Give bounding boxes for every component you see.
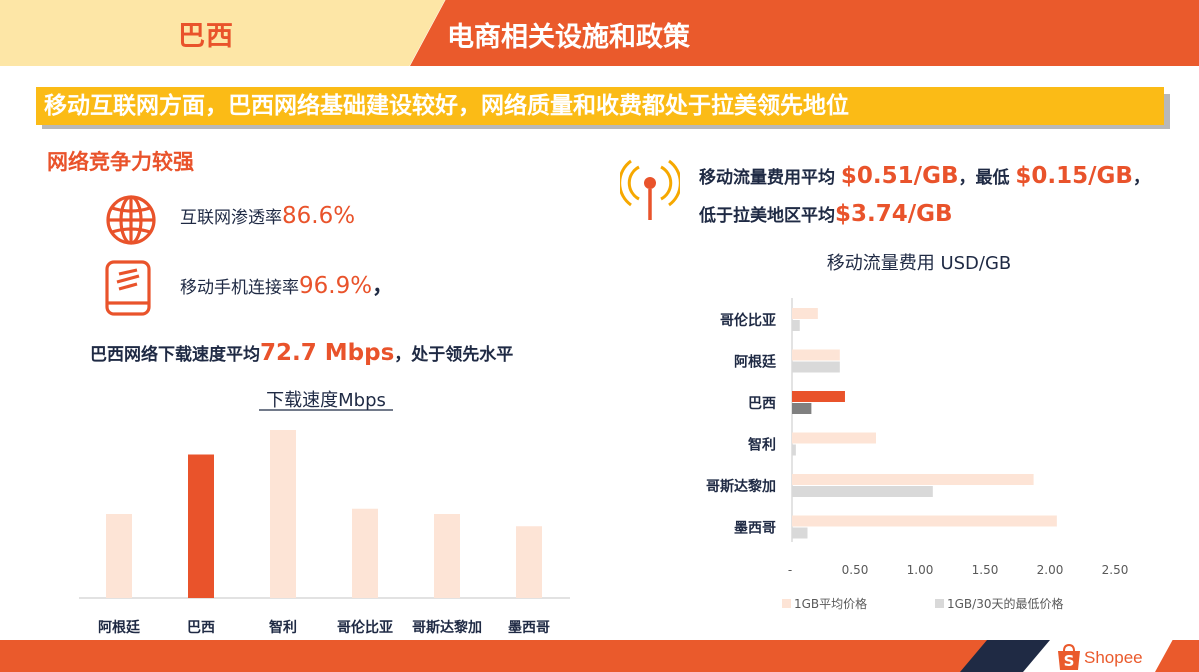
bar-avg-5 [792, 515, 1057, 527]
bar-2 [270, 430, 296, 598]
headline-banner: 移动互联网方面，巴西网络基础建设较好，网络质量和收费都处于拉美领先地位 [36, 87, 1164, 125]
bar-4 [434, 514, 460, 598]
chart-title: 移动流量费用 USD/GB [827, 253, 1012, 274]
footer-band [0, 640, 1010, 672]
bar-min-4 [792, 486, 933, 497]
y-tick-label: 智利 [747, 437, 776, 454]
x-tick-label: 1.50 [972, 563, 999, 577]
cost-line1-middle: ，最低 [958, 168, 1016, 188]
mobile-data-cost-statement: 移动流量费用平均 $0.51/GB，最低 $0.15/GB， 低于拉美地区平均$… [699, 158, 1150, 234]
brand-logo-text: Shopee [1084, 648, 1143, 667]
bar-avg-2 [792, 391, 845, 402]
cost-line-2: 低于拉美地区平均$3.74/GB [699, 196, 1150, 234]
bar-5 [516, 526, 542, 598]
speed-suffix: ，处于领先水平 [394, 345, 514, 365]
bar-1 [188, 454, 214, 598]
x-tick-label: 阿根廷 [98, 619, 141, 636]
mobile-suffix: ， [372, 274, 394, 298]
x-tick-label: - [788, 563, 792, 577]
lowest-cost-value: $0.15/GB [1015, 163, 1133, 189]
bar-avg-1 [792, 349, 840, 361]
internet-penetration: 互联网渗透率86.6% [180, 203, 355, 229]
header-right-band [410, 0, 1199, 66]
y-tick-label: 巴西 [748, 396, 776, 412]
x-tick-label: 1.00 [907, 563, 934, 577]
y-tick-label: 墨西哥 [734, 521, 776, 537]
legend-swatch [935, 599, 944, 608]
legend-label: 1GB平均价格 [794, 596, 867, 611]
bar-3 [352, 508, 378, 598]
bar-min-0 [792, 320, 800, 331]
x-tick-label: 墨西哥 [508, 620, 550, 636]
header-left-band [0, 0, 445, 66]
cost-line1-prefix: 移动流量费用平均 [699, 168, 841, 188]
x-tick-label: 2.00 [1037, 563, 1064, 577]
bar-avg-3 [792, 432, 876, 444]
x-tick-label: 巴西 [187, 620, 215, 636]
signal-antenna-icon [620, 159, 680, 220]
smartphone-icon [105, 260, 151, 316]
bar-min-3 [792, 444, 796, 456]
section-heading: 网络竞争力较强 [47, 150, 194, 174]
cost-line-1: 移动流量费用平均 $0.51/GB，最低 $0.15/GB， [699, 158, 1150, 196]
mobile-connection: 移动手机连接率96.9%， [180, 270, 393, 300]
legend-label: 1GB/30天的最低价格 [947, 596, 1063, 611]
average-cost-value: $0.51/GB [840, 163, 959, 189]
internet-label: 互联网渗透率 [180, 208, 282, 228]
internet-value: 86.6% [282, 203, 356, 229]
latam-average-value: $3.74/GB [835, 201, 953, 227]
x-tick-label: 2.50 [1102, 563, 1129, 577]
bar-min-5 [792, 527, 808, 539]
y-tick-label: 哥伦比亚 [720, 312, 776, 329]
bar-0 [106, 514, 132, 598]
y-tick-label: 阿根廷 [734, 354, 777, 371]
country-title: 巴西 [178, 21, 234, 52]
svg-text:S: S [1064, 652, 1075, 670]
globe-icon [106, 195, 156, 245]
footer-band-right [1155, 640, 1199, 672]
mobile-label: 移动手机连接率 [180, 278, 299, 298]
cost-line2-prefix: 低于拉美地区平均 [699, 206, 835, 226]
legend-swatch [782, 599, 791, 608]
y-tick-label: 哥斯达黎加 [706, 478, 776, 495]
speed-value: 72.7 Mbps [260, 340, 395, 366]
bar-avg-0 [792, 308, 818, 319]
x-tick-label: 0.50 [842, 563, 869, 577]
mobile-value: 96.9% [299, 273, 373, 299]
cost-line1-suffix: ， [1132, 168, 1150, 188]
x-tick-label: 智利 [268, 619, 297, 636]
download-speed-chart: 下载速度Mbps 阿根廷 巴西 智利 哥伦比亚 哥斯达黎加 墨西哥 [79, 390, 570, 636]
speed-prefix: 巴西网络下载速度平均 [90, 345, 260, 365]
download-speed-statement: 巴西网络下载速度平均72.7 Mbps，处于领先水平 [90, 340, 513, 366]
bar-min-1 [792, 361, 840, 373]
bar-min-2 [792, 403, 812, 414]
x-tick-label: 哥伦比亚 [337, 619, 393, 636]
shopee-bag-icon: S [1058, 643, 1080, 670]
x-tick-label: 哥斯达黎加 [412, 619, 482, 636]
bar-avg-4 [792, 474, 1034, 485]
chart-title: 下载速度Mbps [266, 390, 386, 411]
page-title: 电商相关设施和政策 [447, 22, 690, 53]
